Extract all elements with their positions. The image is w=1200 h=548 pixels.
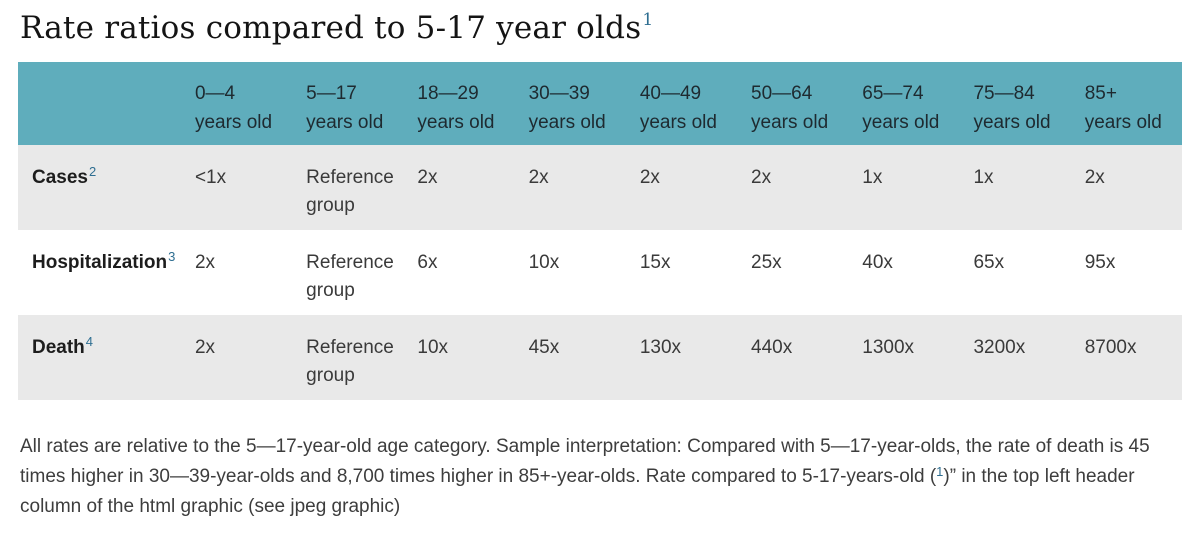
age-range: 75—84 <box>973 83 1035 104</box>
table-cell: 2x <box>528 167 549 188</box>
table-cell: 2x <box>1084 167 1105 188</box>
footnote-part2: )” in the top left header column of the … <box>20 465 1135 518</box>
age-suffix: years old <box>862 112 940 133</box>
table-cell: 10x <box>528 252 560 273</box>
table-cell: 2x <box>194 252 216 273</box>
table-cell: 1300x <box>862 337 915 358</box>
table-row-cases: Cases2 <1x Reference group 2x 2x 2x 2x 1… <box>18 145 1182 230</box>
column-header-30-39: 30—39 years old <box>514 62 626 145</box>
table-header: 0—4 years old 5—17 years old 18—29 years ol… <box>18 62 1182 145</box>
column-header-50-64: 50—64 years old <box>737 62 849 145</box>
table-cell: 440x <box>751 337 793 358</box>
table-header-row: 0—4 years old 5—17 years old 18—29 years ol… <box>18 62 1182 145</box>
column-header-5-17: 5—17 years old <box>292 62 404 145</box>
table-cell: 6x <box>417 252 438 273</box>
age-suffix: years old <box>751 112 829 133</box>
table-cell: 1x <box>973 167 994 188</box>
age-suffix: years old <box>417 112 495 133</box>
age-suffix: years old <box>306 112 384 133</box>
corner-header-cell <box>18 62 181 145</box>
rate-ratios-table: 0—4 years old 5—17 years old 18—29 years ol… <box>18 62 1182 400</box>
column-header-40-49: 40—49 years old <box>625 62 738 145</box>
table-cell: 1x <box>862 167 883 188</box>
table-cell: Reference group <box>306 337 394 386</box>
table-cell: 95x <box>1084 252 1116 273</box>
row-footnote-superscript: 3 <box>168 249 176 264</box>
table-cell: 8700x <box>1084 337 1137 358</box>
age-suffix: years old <box>194 112 273 133</box>
age-range: 65—74 <box>862 83 924 104</box>
column-header-85plus: 85+ years old <box>1070 62 1182 145</box>
age-range: 50—64 <box>751 83 813 104</box>
table-cell: 10x <box>417 337 449 358</box>
table-row-death: Death4 2x Reference group 10x 45x 130x 4… <box>18 315 1182 400</box>
table-cell: Reference group <box>306 252 394 301</box>
footnote-part1: All rates are relative to the 5—17-year-… <box>20 436 1150 487</box>
row-footnote-superscript: 2 <box>89 164 97 179</box>
table-cell: 25x <box>751 252 782 273</box>
title-footnote-superscript: 1 <box>642 9 654 30</box>
age-range: 5—17 <box>306 83 357 104</box>
table-cell: 15x <box>639 252 671 273</box>
age-range: 85+ <box>1084 83 1117 104</box>
age-suffix: years old <box>528 112 606 133</box>
row-label-cases: Cases2 <box>18 145 181 230</box>
column-header-0-4: 0—4 years old <box>180 62 293 145</box>
page: Rate ratios compared to 5-17 year olds1 … <box>18 10 1182 522</box>
table-cell: 2x <box>194 337 216 358</box>
age-suffix: years old <box>973 112 1051 133</box>
row-label-text: Hospitalization <box>32 252 168 273</box>
column-header-75-84: 75—84 years old <box>959 62 1071 145</box>
table-cell: 130x <box>639 337 682 358</box>
age-range: 40—49 <box>639 83 702 104</box>
page-title-text: Rate ratios compared to 5-17 year olds <box>20 10 642 46</box>
age-range: 0—4 <box>194 83 236 104</box>
footnote-superscript: 1 <box>936 463 944 479</box>
age-range: 30—39 <box>528 83 590 104</box>
table-cell: Reference group <box>306 167 394 216</box>
table-cell: 40x <box>862 252 893 273</box>
row-label-text: Death <box>32 337 85 358</box>
table-cell: 2x <box>417 167 438 188</box>
table-row-hospitalization: Hospitalization3 2x Reference group 6x 1… <box>18 230 1182 315</box>
table-cell: 65x <box>973 252 1005 273</box>
table-cell: 2x <box>751 167 772 188</box>
table-body: Cases2 <1x Reference group 2x 2x 2x 2x 1… <box>18 145 1182 400</box>
age-suffix: years old <box>639 112 717 133</box>
footnote-text: All rates are relative to the 5—17-year-… <box>20 432 1150 522</box>
page-title: Rate ratios compared to 5-17 year olds1 <box>20 10 1182 46</box>
age-suffix: years old <box>1084 112 1162 133</box>
row-label-text: Cases <box>32 167 88 188</box>
table-cell: 3200x <box>973 337 1026 358</box>
column-header-65-74: 65—74 years old <box>848 62 960 145</box>
table-cell: 2x <box>639 167 660 188</box>
column-header-18-29: 18—29 years old <box>403 62 515 145</box>
row-label-hospitalization: Hospitalization3 <box>18 230 181 315</box>
row-label-death: Death4 <box>18 315 181 400</box>
table-cell: 45x <box>528 337 560 358</box>
table-cell: <1x <box>194 167 227 188</box>
age-range: 18—29 <box>417 83 479 104</box>
row-footnote-superscript: 4 <box>85 334 94 349</box>
